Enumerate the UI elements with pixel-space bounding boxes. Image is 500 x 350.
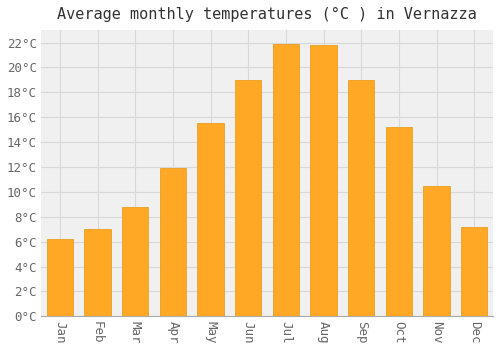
- Bar: [272, 44, 299, 316]
- Bar: [84, 229, 111, 316]
- Bar: [235, 80, 262, 316]
- Bar: [386, 127, 412, 316]
- Bar: [310, 45, 337, 316]
- Bar: [160, 168, 186, 316]
- Bar: [122, 207, 148, 316]
- Bar: [424, 186, 450, 316]
- Title: Average monthly temperatures (°C ) in Vernazza: Average monthly temperatures (°C ) in Ve…: [57, 7, 477, 22]
- Bar: [47, 239, 73, 316]
- Bar: [198, 124, 224, 316]
- Bar: [461, 227, 487, 316]
- Bar: [348, 80, 374, 316]
